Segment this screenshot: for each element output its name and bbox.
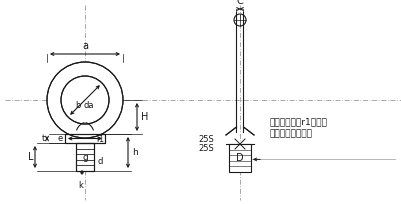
Bar bbox=[65, 134, 105, 143]
Text: 首下には必ずr1以上の: 首下には必ずr1以上の bbox=[269, 117, 327, 126]
Circle shape bbox=[47, 62, 123, 138]
Text: 25S: 25S bbox=[198, 144, 213, 153]
Text: C: C bbox=[236, 0, 243, 6]
Bar bbox=[65, 134, 105, 143]
Bar bbox=[76, 143, 94, 171]
Text: k: k bbox=[78, 181, 83, 190]
Text: H: H bbox=[141, 112, 148, 122]
Bar bbox=[65, 134, 105, 143]
Text: 丸みをつけること: 丸みをつけること bbox=[269, 129, 312, 138]
Text: h: h bbox=[132, 148, 138, 157]
Text: b: b bbox=[75, 101, 81, 110]
Bar bbox=[229, 144, 250, 172]
Text: t: t bbox=[41, 134, 45, 143]
Text: g: g bbox=[82, 153, 88, 162]
Text: d: d bbox=[98, 157, 103, 166]
Text: 25S: 25S bbox=[198, 135, 213, 144]
Text: e: e bbox=[57, 134, 63, 143]
Text: L: L bbox=[28, 152, 34, 162]
Text: da: da bbox=[83, 102, 94, 111]
Text: D: D bbox=[236, 153, 243, 163]
Text: a: a bbox=[82, 41, 88, 51]
Bar bbox=[76, 143, 94, 171]
Bar bbox=[76, 143, 94, 171]
Text: r1: r1 bbox=[96, 135, 104, 144]
